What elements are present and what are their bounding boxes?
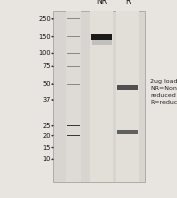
Text: R: R: [125, 0, 130, 6]
Bar: [67, 36, 80, 37]
Text: 25: 25: [42, 123, 51, 129]
Text: 50: 50: [42, 81, 51, 87]
Bar: [67, 66, 80, 67]
Text: NR: NR: [96, 0, 107, 6]
Text: 2ug loading
NR=Non-
reduced
R=reduced: 2ug loading NR=Non- reduced R=reduced: [150, 79, 177, 105]
Text: 15: 15: [42, 145, 51, 150]
Text: 10: 10: [42, 156, 51, 162]
Text: 20: 20: [42, 133, 51, 139]
Text: 75: 75: [42, 63, 51, 69]
Bar: [67, 84, 80, 85]
Bar: [116, 11, 139, 182]
Bar: [92, 40, 112, 45]
Bar: [91, 34, 112, 40]
Bar: [117, 85, 138, 90]
Text: 150: 150: [38, 34, 51, 40]
Bar: [67, 125, 80, 126]
Bar: [117, 130, 138, 134]
Text: 100: 100: [38, 50, 51, 56]
Bar: [66, 11, 81, 182]
Bar: [53, 11, 145, 182]
Bar: [67, 18, 80, 19]
Bar: [67, 135, 80, 136]
Bar: [90, 11, 113, 182]
Text: 250: 250: [38, 16, 51, 22]
Bar: [67, 53, 80, 54]
Text: 37: 37: [42, 97, 51, 103]
